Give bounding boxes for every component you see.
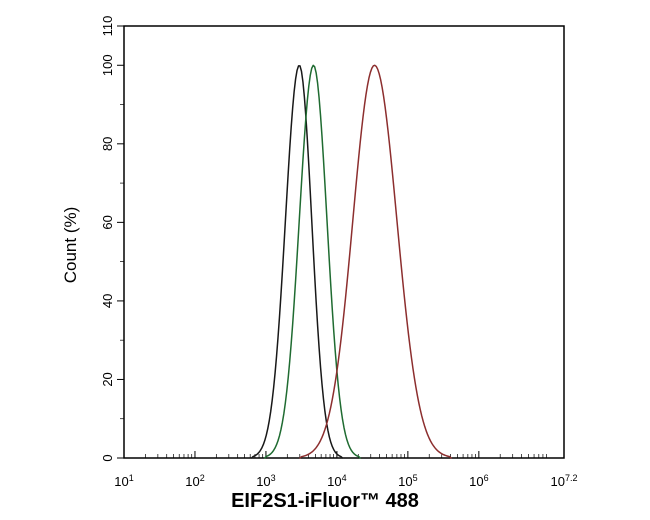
svg-text:100: 100 xyxy=(100,54,115,76)
svg-text:80: 80 xyxy=(100,137,115,151)
svg-text:0: 0 xyxy=(100,454,115,461)
svg-text:20: 20 xyxy=(100,372,115,386)
svg-text:EIF2S1-iFluor™ 488: EIF2S1-iFluor™ 488 xyxy=(231,490,419,512)
svg-text:110: 110 xyxy=(100,16,115,37)
svg-text:Count (%): Count (%) xyxy=(61,207,80,284)
svg-text:60: 60 xyxy=(100,215,115,229)
svg-text:40: 40 xyxy=(100,294,115,308)
